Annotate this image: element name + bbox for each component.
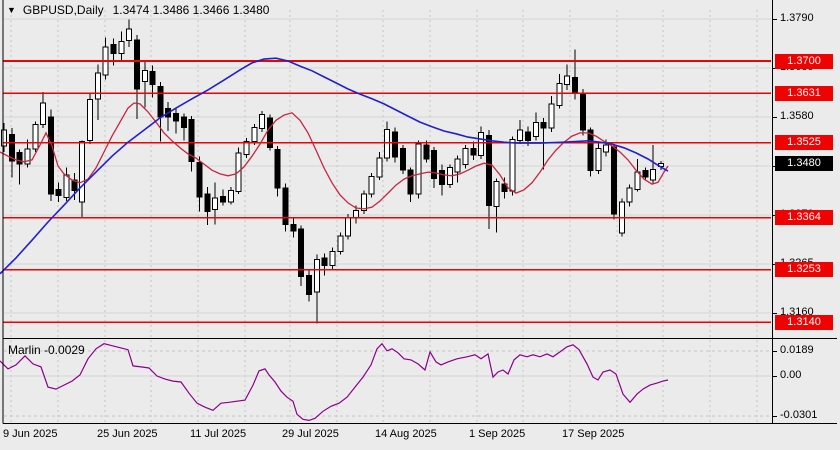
v-gridlines — [10, 10, 758, 422]
panel-borders — [2, 0, 837, 424]
indicator-axis-tick — [772, 416, 777, 418]
price-axis-tick — [772, 117, 777, 118]
indicator-axis-label: 0.00 — [780, 369, 802, 381]
main-h-gridlines — [4, 18, 771, 314]
price-axis-tick — [772, 19, 777, 20]
indicator-axis-label: -0.0301 — [780, 409, 818, 422]
price-level-label: 1.3253 — [775, 262, 833, 278]
sub-h-gridlines — [4, 350, 771, 417]
indicator-label: Marlin -0.0029 — [8, 343, 85, 357]
ma-slow-line — [0, 57, 669, 275]
date-axis-label: 1 Sep 2025 — [469, 428, 526, 440]
ma-fast-line — [0, 102, 669, 210]
date-axis-label: 17 Sep 2025 — [562, 428, 625, 440]
date-axis-label: 29 Jul 2025 — [282, 428, 339, 440]
symbol-dropdown-icon[interactable]: ▼ — [7, 5, 16, 15]
price-level-label: 1.3700 — [775, 53, 833, 69]
date-axis-label: 14 Aug 2025 — [375, 428, 437, 440]
chart-title-bar: ▼ GBPUSD,Daily 1.3474 1.3486 1.3466 1.3480 — [7, 3, 269, 17]
marlin-line — [0, 342, 669, 422]
price-axis-label: 1.3580 — [780, 110, 814, 122]
date-axis-label: 11 Jul 2025 — [190, 428, 247, 440]
price-axis-tick — [772, 264, 777, 265]
candlesticks — [1, 19, 664, 324]
price-level-label: 1.3631 — [775, 85, 833, 101]
date-axis-label: 25 Jun 2025 — [97, 428, 158, 440]
support-resistance-lines[interactable] — [3, 60, 771, 324]
price-axis-label: 1.3790 — [780, 12, 814, 24]
price-axis-tick — [772, 68, 777, 69]
chart-symbol-period: GBPUSD,Daily — [22, 3, 104, 17]
indicator-value: -0.0029 — [44, 343, 85, 357]
price-level-label: 1.3140 — [775, 314, 833, 330]
price-axis-tick — [772, 215, 777, 216]
price-axis-tick — [772, 313, 777, 314]
chart-ohlc-readout: 1.3474 1.3486 1.3466 1.3480 — [112, 3, 270, 17]
indicator-axis-tick — [772, 350, 777, 352]
price-level-label: 1.3364 — [775, 210, 833, 226]
indicator-name: Marlin — [8, 343, 41, 357]
price-axis-tick — [772, 166, 777, 167]
current-price-label: 1.3480 — [775, 156, 833, 172]
date-axis-label: 9 Jun 2025 — [3, 428, 58, 440]
indicator-axis-tick — [772, 376, 777, 377]
indicator-axis-label: 0.0189 — [780, 343, 814, 356]
price-level-label: 1.3525 — [775, 135, 833, 151]
